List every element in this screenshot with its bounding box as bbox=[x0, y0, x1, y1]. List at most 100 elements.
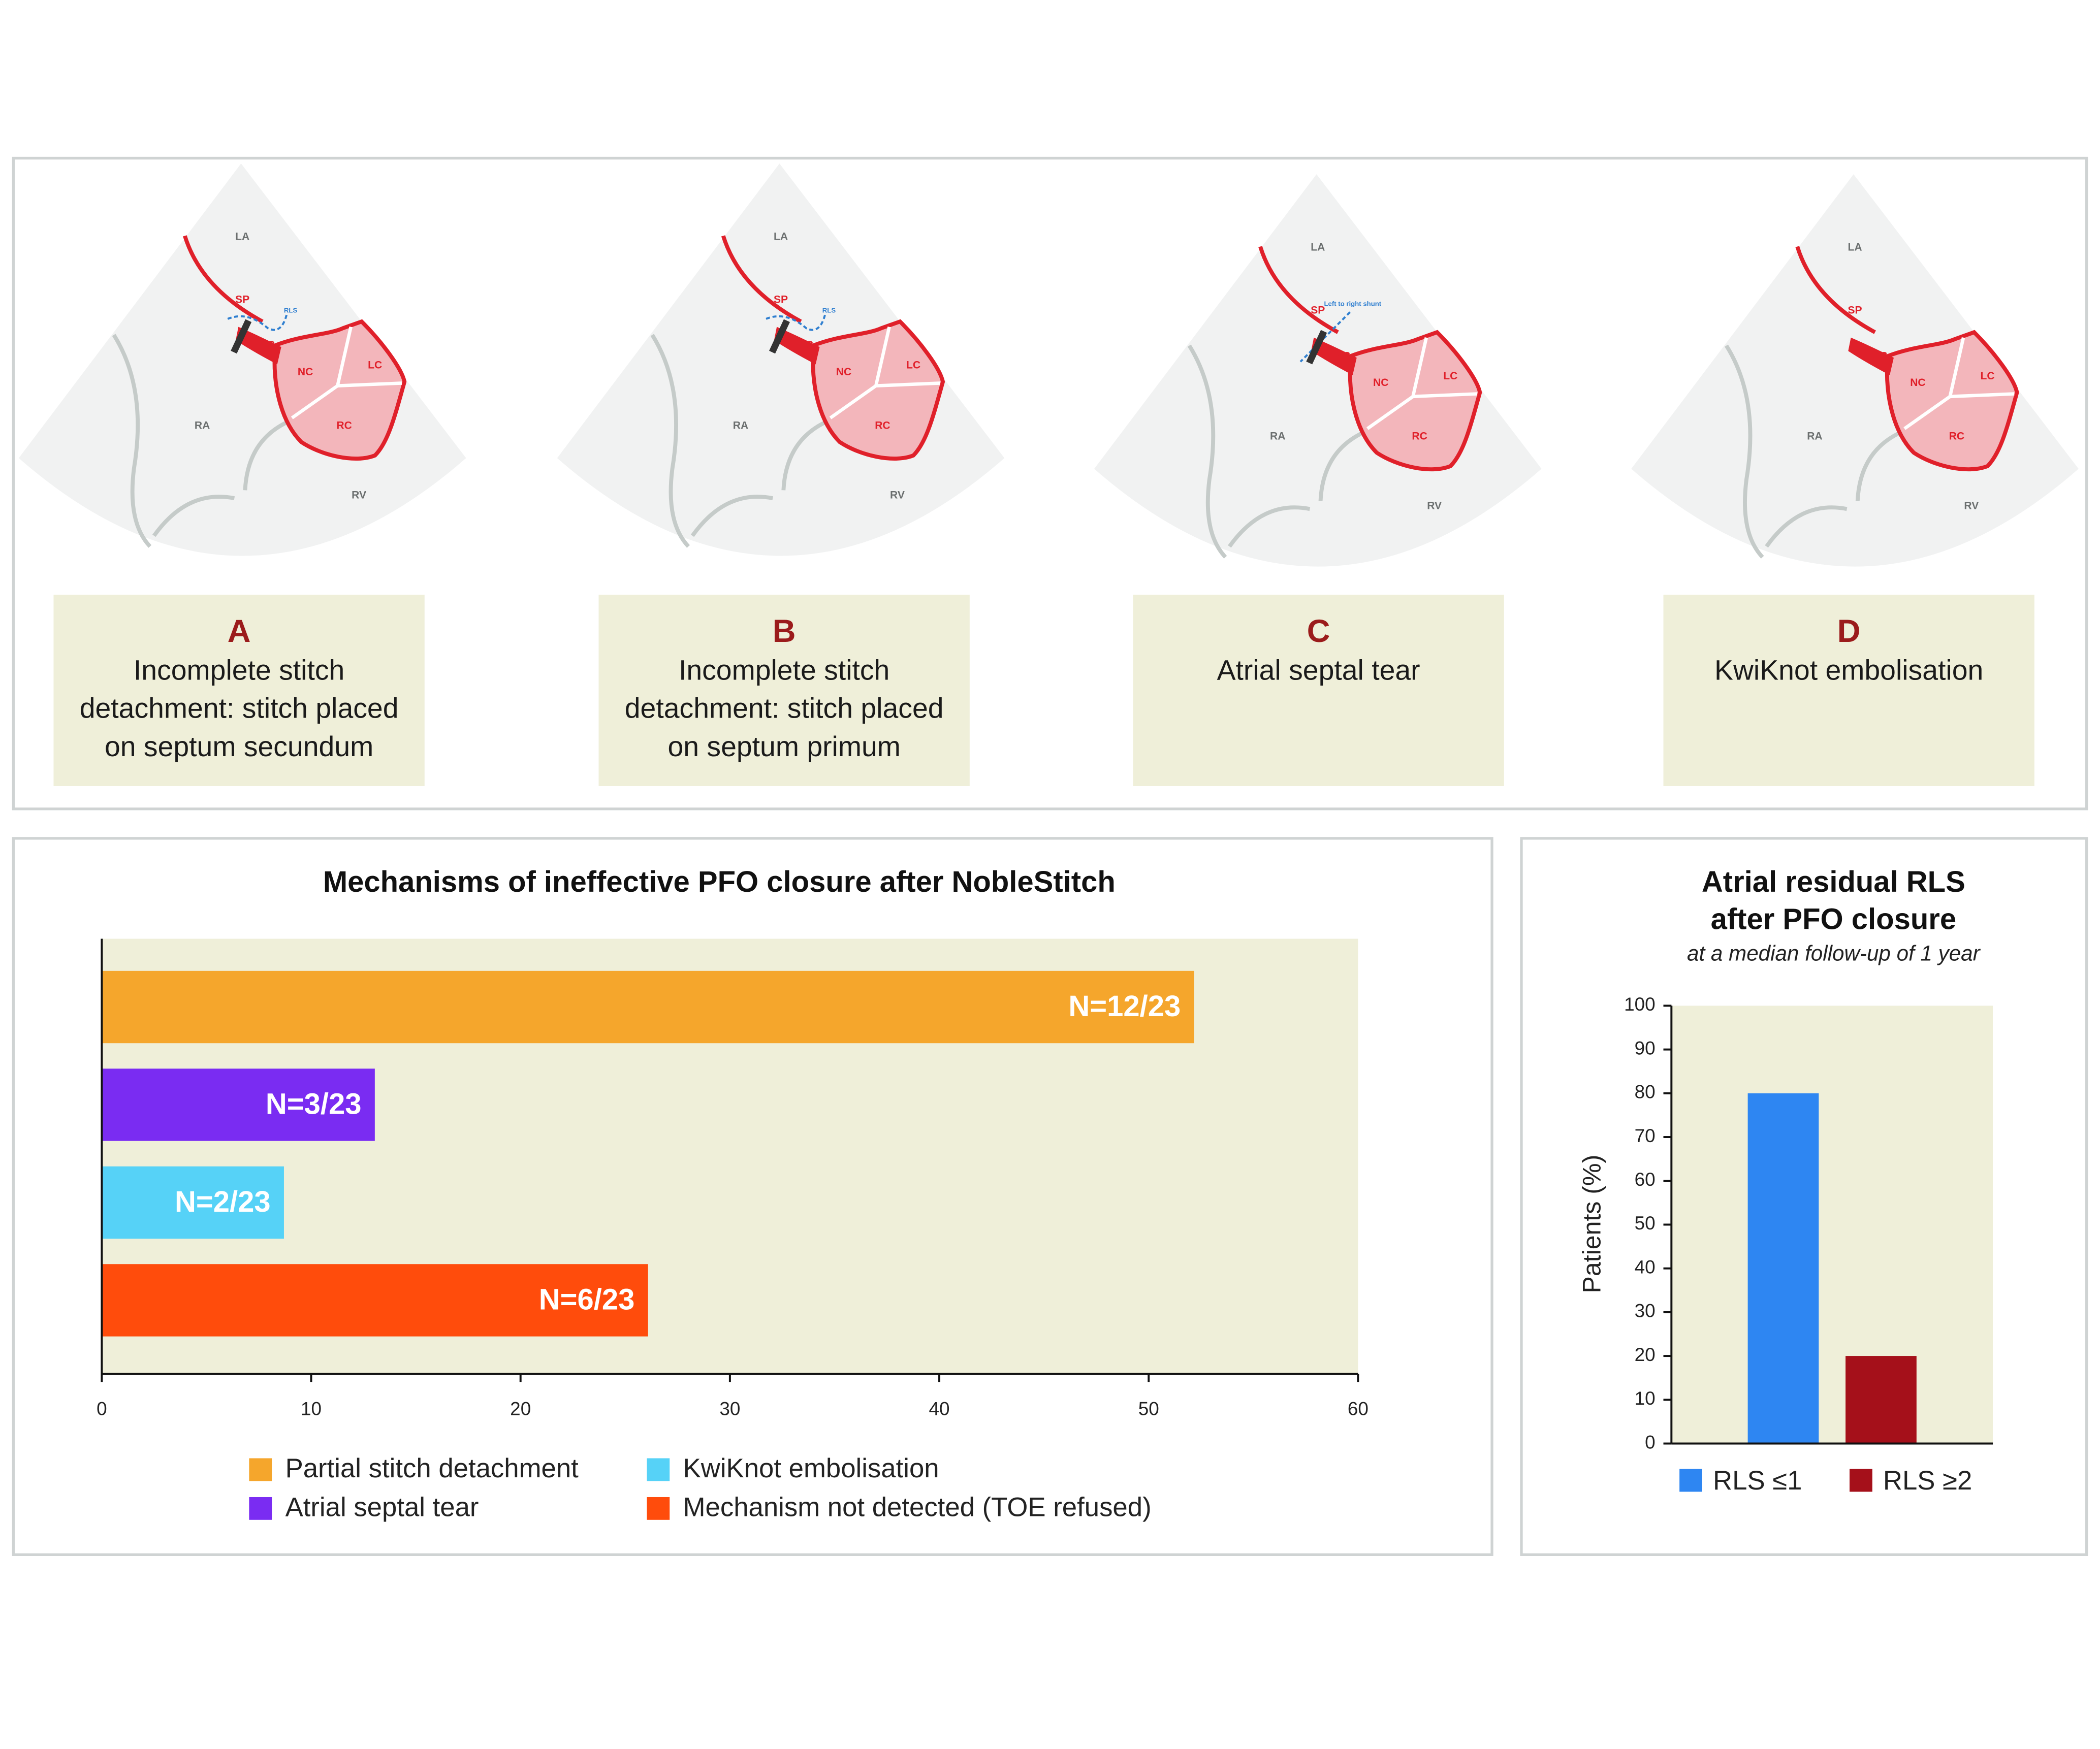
panel-letter: C bbox=[1307, 613, 1330, 649]
stitch bbox=[1306, 330, 1327, 365]
anatomy-label: SS bbox=[1873, 350, 1888, 362]
wall-line bbox=[650, 334, 690, 548]
y-tick-label: 100 bbox=[1624, 994, 1656, 1015]
aortic-root bbox=[811, 319, 945, 461]
cusp-line bbox=[874, 326, 891, 386]
anatomy-label: NC bbox=[298, 366, 313, 378]
y-tick-label: 70 bbox=[1635, 1125, 1656, 1146]
aortic-root bbox=[1885, 330, 2019, 472]
legend-swatch bbox=[647, 1497, 670, 1520]
anatomy-label: SP bbox=[1848, 305, 1862, 316]
y-tick-label: 60 bbox=[1635, 1169, 1656, 1190]
anatomy-label: SP bbox=[1311, 305, 1325, 316]
plot-area bbox=[1671, 1006, 1993, 1444]
value-label: N=6/23 bbox=[539, 1283, 635, 1316]
septum-primum bbox=[183, 235, 264, 323]
chart-title: Atrial residual RLS bbox=[1702, 865, 1965, 898]
anatomy-label: RLS bbox=[284, 307, 298, 314]
cusp-line bbox=[291, 384, 339, 419]
caption-line: KwiKnot embolisation bbox=[1714, 655, 1983, 686]
cusp-line bbox=[1950, 392, 2015, 399]
chart-title: Mechanisms of ineffective PFO closure af… bbox=[323, 865, 1116, 898]
septum-secundum bbox=[1848, 337, 1894, 375]
caption-box bbox=[1663, 594, 2034, 786]
septum-primum bbox=[1258, 246, 1339, 334]
anatomy-label: RA bbox=[733, 419, 748, 431]
septum-primum bbox=[1795, 246, 1876, 334]
caption-line: detachment: stitch placed bbox=[80, 693, 399, 724]
cusp-line bbox=[829, 384, 877, 419]
x-tick-label: 50 bbox=[1138, 1398, 1159, 1419]
wall-line bbox=[1725, 344, 1764, 559]
caption-line: Incomplete stitch bbox=[679, 655, 889, 686]
aortic-root bbox=[272, 319, 407, 461]
y-axis-label: Patients (%) bbox=[1578, 1155, 1606, 1293]
cusp-line bbox=[336, 326, 353, 386]
value-label: N=3/23 bbox=[266, 1087, 362, 1120]
panel-letter: B bbox=[773, 613, 796, 649]
caption-line: on septum primum bbox=[667, 731, 900, 762]
cusp-line bbox=[1948, 337, 1965, 397]
anatomy-label: SS bbox=[261, 339, 275, 351]
cusp-line bbox=[1903, 395, 1951, 430]
y-tick-label: 20 bbox=[1635, 1344, 1656, 1365]
legend-label: Atrial septal tear bbox=[285, 1493, 479, 1523]
wall-line bbox=[152, 495, 235, 537]
legend-swatch bbox=[249, 1458, 272, 1481]
anatomy-label: NC bbox=[1373, 377, 1388, 388]
value-label: N=2/23 bbox=[175, 1185, 271, 1218]
legend-label: Mechanism not detected (TOE refused) bbox=[683, 1493, 1152, 1523]
wall-line bbox=[1187, 344, 1227, 559]
anatomy-label: RC bbox=[1412, 430, 1427, 442]
caption-box bbox=[1133, 594, 1504, 786]
anatomy-label: NC bbox=[836, 366, 851, 378]
legend-label: KwiKnot embolisation bbox=[683, 1453, 939, 1483]
caption-line: detachment: stitch placed bbox=[625, 693, 944, 724]
caption-line: Atrial septal tear bbox=[1217, 655, 1420, 686]
anatomy-label: RV bbox=[1427, 500, 1442, 512]
anatomy-label: RV bbox=[890, 489, 905, 501]
legend-label: RLS ≥2 bbox=[1883, 1466, 1972, 1496]
anatomy-label: Left to right shunt bbox=[1324, 300, 1382, 307]
anatomy-label: SS bbox=[1336, 350, 1350, 362]
anatomy-label: RC bbox=[1949, 430, 1964, 442]
stitch bbox=[231, 319, 252, 354]
legend-swatch bbox=[249, 1497, 272, 1520]
flow-arrow bbox=[766, 314, 826, 331]
anatomy-label: LC bbox=[1980, 370, 1994, 382]
stitch bbox=[769, 319, 790, 354]
anatomy-label: LC bbox=[906, 360, 920, 371]
legend-label: Partial stitch detachment bbox=[285, 1453, 579, 1483]
x-tick-label: 20 bbox=[510, 1398, 531, 1419]
diagram: LA RA RV SP SS NC LC RC Left to right shunt bbox=[1094, 174, 1542, 567]
cusp-line bbox=[1413, 392, 1478, 399]
anatomy-label: RV bbox=[352, 489, 366, 501]
diagram: LA RA RV SP SS NC LC RC bbox=[1631, 174, 2079, 567]
bar bbox=[102, 1264, 648, 1337]
x-tick-label: 40 bbox=[929, 1398, 950, 1419]
septum-primum bbox=[721, 235, 802, 323]
anatomy-label: LC bbox=[1443, 370, 1457, 382]
legend-swatch bbox=[1849, 1469, 1872, 1492]
y-tick-label: 50 bbox=[1635, 1213, 1656, 1234]
y-tick-label: 40 bbox=[1635, 1256, 1656, 1277]
caption-line: on septum secundum bbox=[105, 731, 373, 762]
x-tick-label: 0 bbox=[97, 1398, 107, 1419]
cusp-line bbox=[876, 381, 940, 387]
anatomy-label: LA bbox=[1311, 242, 1325, 253]
anatomy-label: LA bbox=[1848, 242, 1862, 253]
wall-line bbox=[112, 334, 152, 548]
anatomy-label: NC bbox=[1910, 377, 1925, 388]
y-tick-label: 10 bbox=[1635, 1388, 1656, 1409]
flow-arrow bbox=[1299, 311, 1351, 363]
y-tick-label: 80 bbox=[1635, 1082, 1656, 1103]
wall-line bbox=[1228, 505, 1311, 548]
diagram: LA RA RV SP SS NC LC RC RLS bbox=[557, 164, 1005, 556]
panel-letter: D bbox=[1837, 613, 1861, 649]
legend-label: RLS ≤1 bbox=[1713, 1466, 1802, 1496]
bar bbox=[1846, 1356, 1917, 1444]
septum-secundum bbox=[774, 327, 820, 365]
anatomy-label: RC bbox=[336, 419, 352, 431]
